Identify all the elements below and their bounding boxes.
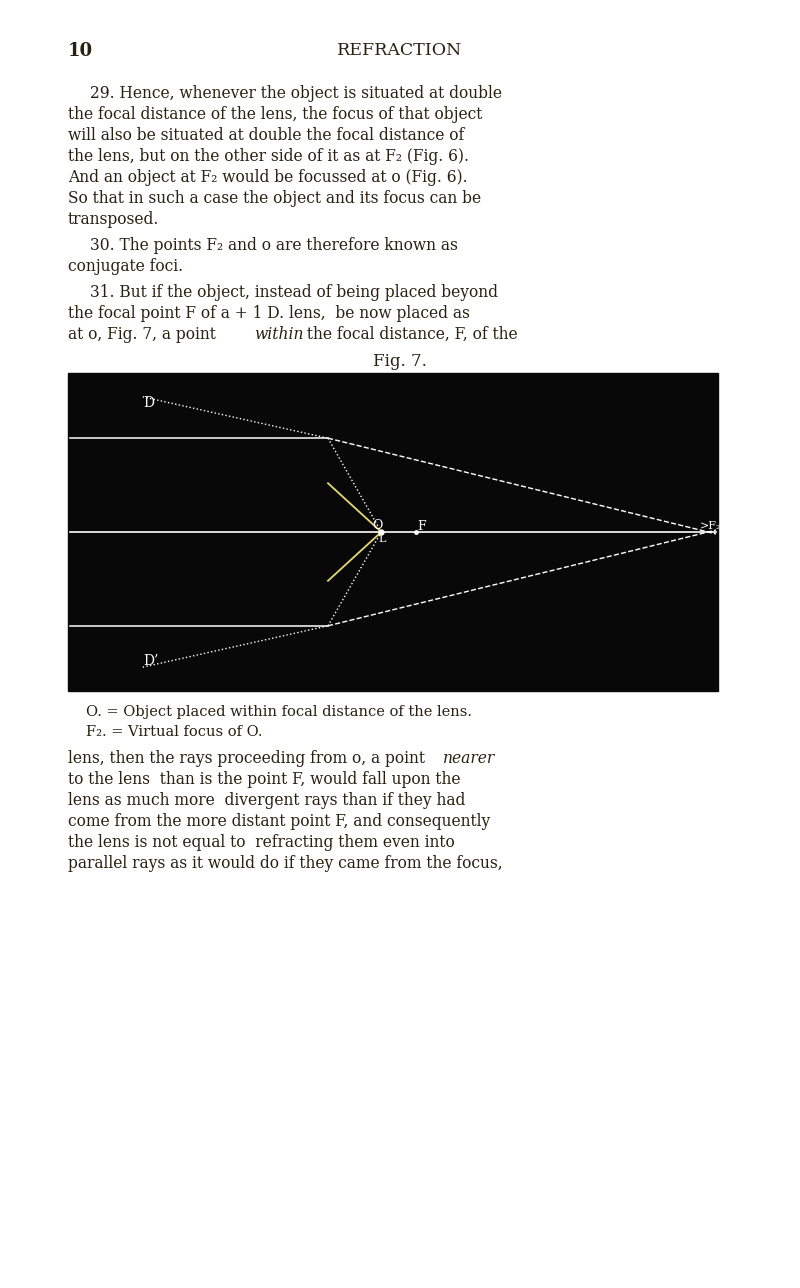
Text: within: within [254,326,303,343]
Text: the lens is not equal to  refracting them even into: the lens is not equal to refracting them… [68,835,454,851]
Bar [68,374,718,690]
Text: the focal distance, F, of the: the focal distance, F, of the [302,326,518,343]
Text: come from the more distant point F, and consequently: come from the more distant point F, and … [68,813,490,829]
Text: parallel rays as it would do if they came from the focus,: parallel rays as it would do if they cam… [68,855,502,872]
Text: REFRACTION: REFRACTION [338,43,462,59]
Text: at o, Fig. 7, a point: at o, Fig. 7, a point [68,326,221,343]
Text: lens, then the rays proceeding from o, a point: lens, then the rays proceeding from o, a… [68,750,430,766]
Text: 10: 10 [68,43,93,61]
Text: F₂. = Virtual focus of O.: F₂. = Virtual focus of O. [86,725,262,739]
Text: 29. Hence, whenever the object is situated at double: 29. Hence, whenever the object is situat… [90,85,502,102]
Text: nearer: nearer [443,750,495,766]
Text: the focal point F of a + 1 D. lens,  be now placed as: the focal point F of a + 1 D. lens, be n… [68,305,470,322]
Text: So that in such a case the object and its focus can be: So that in such a case the object and it… [68,191,481,207]
Text: Fig. 7.: Fig. 7. [373,353,427,370]
Text: conjugate foci.: conjugate foci. [68,258,183,276]
Text: >F₂: >F₂ [700,522,722,531]
Text: O: O [372,519,382,532]
Text: will also be situated at double the focal distance of: will also be situated at double the foca… [68,128,464,144]
Text: L: L [378,535,386,544]
Text: And an object at F₂ would be focussed at o (Fig. 6).: And an object at F₂ would be focussed at… [68,169,468,185]
Text: 31. But if the object, instead of being placed beyond: 31. But if the object, instead of being … [90,283,498,301]
Text: F: F [418,520,426,533]
Text: D’: D’ [144,654,159,668]
Text: the focal distance of the lens, the focus of that object: the focal distance of the lens, the focu… [68,106,482,122]
Text: to the lens  than is the point F, would fall upon the: to the lens than is the point F, would f… [68,772,461,788]
Text: O. = Object placed within focal distance of the lens.: O. = Object placed within focal distance… [86,705,472,719]
Text: transposed.: transposed. [68,211,159,228]
Text: the lens, but on the other side of it as at F₂ (Fig. 6).: the lens, but on the other side of it as… [68,148,469,165]
Text: D: D [144,395,154,410]
Text: 30. The points F₂ and o are therefore known as: 30. The points F₂ and o are therefore kn… [90,237,458,254]
Text: lens as much more  divergent rays than if they had: lens as much more divergent rays than if… [68,792,466,809]
